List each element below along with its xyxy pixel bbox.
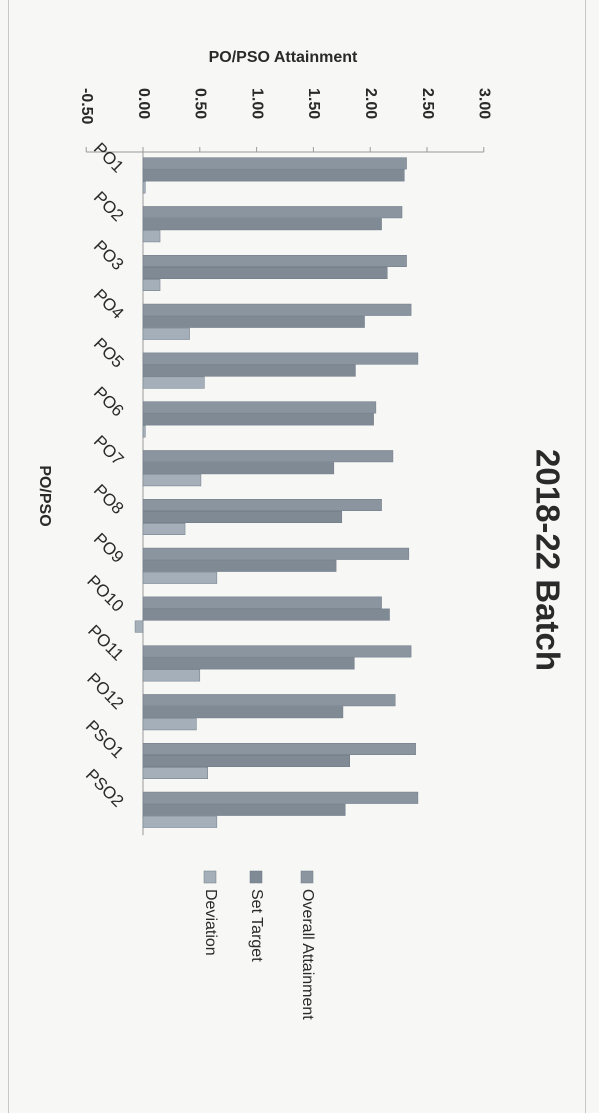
bar-overall-attainment [142, 206, 403, 219]
bar-set-target [142, 559, 337, 572]
bar-set-target [142, 706, 344, 719]
legend-label: Set Target [248, 889, 265, 962]
bar-overall-attainment [142, 352, 419, 365]
bar-overall-attainment [142, 303, 412, 316]
bar-overall-attainment [142, 547, 410, 560]
y-tick-label: 2.00 [362, 88, 379, 119]
bar-set-target [142, 462, 335, 475]
bar-overall-attainment [142, 645, 412, 658]
category-label: PO5 [90, 334, 127, 371]
bar-deviation [142, 718, 197, 731]
bar-deviation [142, 181, 146, 194]
bar-overall-attainment [142, 450, 394, 463]
bar-set-target [142, 511, 343, 523]
category-label: PO4 [90, 285, 127, 322]
legend-swatch [203, 870, 217, 884]
bar-set-target [142, 755, 351, 767]
y-tick-label: 1.50 [305, 88, 322, 119]
y-tick-label: 0.50 [192, 88, 209, 119]
y-axis-title: PO/PSO Attainment [209, 49, 358, 66]
bar-overall-attainment [142, 596, 382, 609]
bar-set-target [142, 608, 390, 621]
bar-deviation [134, 620, 144, 633]
y-tick-label: 2.50 [419, 88, 436, 119]
category-label: PO12 [83, 669, 127, 713]
category-label: PO6 [90, 383, 127, 420]
bar-overall-attainment [142, 401, 377, 414]
bar-set-target [142, 315, 365, 328]
bar-set-target [142, 657, 355, 670]
bar-set-target [142, 803, 346, 816]
y-tick-label: 3.00 [476, 88, 493, 119]
bar-deviation [142, 376, 205, 389]
category-label: PSO2 [82, 765, 128, 811]
chart-title: 2018-22 Batch [529, 449, 566, 671]
y-tick-label: -0.50 [78, 88, 95, 125]
category-label: PO10 [83, 571, 127, 615]
bar-overall-attainment [142, 157, 407, 170]
bar-deviation [142, 669, 201, 682]
bar-set-target [142, 218, 382, 231]
bar-overall-attainment [142, 694, 396, 707]
category-label: PSO1 [82, 716, 128, 762]
legend-swatch [249, 870, 263, 884]
paper-frame [8, 0, 586, 1113]
bar-overall-attainment [142, 791, 419, 804]
category-label: PO2 [90, 188, 127, 225]
y-tick-label: 1.00 [248, 88, 265, 119]
legend-swatch [300, 870, 314, 884]
bar-deviation [142, 327, 190, 340]
bar-deviation [142, 571, 218, 584]
bar-deviation [142, 767, 209, 779]
bar-set-target [142, 364, 356, 377]
category-label: PO1 [90, 139, 127, 176]
category-label: PO9 [90, 529, 127, 566]
bar-deviation [142, 279, 161, 291]
bar-deviation [142, 230, 161, 243]
y-tick-label: 0.00 [135, 88, 152, 119]
category-label: PO3 [90, 237, 127, 274]
category-label: PO11 [84, 621, 127, 664]
bar-deviation [142, 523, 186, 535]
bar-overall-attainment [142, 499, 382, 511]
bar-set-target [142, 169, 405, 182]
category-label: PO7 [90, 432, 127, 469]
bar-overall-attainment [142, 255, 407, 267]
bar-deviation [142, 474, 202, 487]
bar-deviation [142, 425, 146, 438]
bar-overall-attainment [142, 743, 416, 755]
bar-deviation [142, 815, 218, 828]
bar-set-target [142, 267, 388, 279]
bar-set-target [142, 413, 374, 426]
category-label: PO8 [90, 481, 127, 518]
legend-label: Overall Attainment [299, 889, 316, 1020]
x-axis-title: PO/PSO [36, 465, 53, 526]
legend-label: Deviation [202, 889, 219, 956]
